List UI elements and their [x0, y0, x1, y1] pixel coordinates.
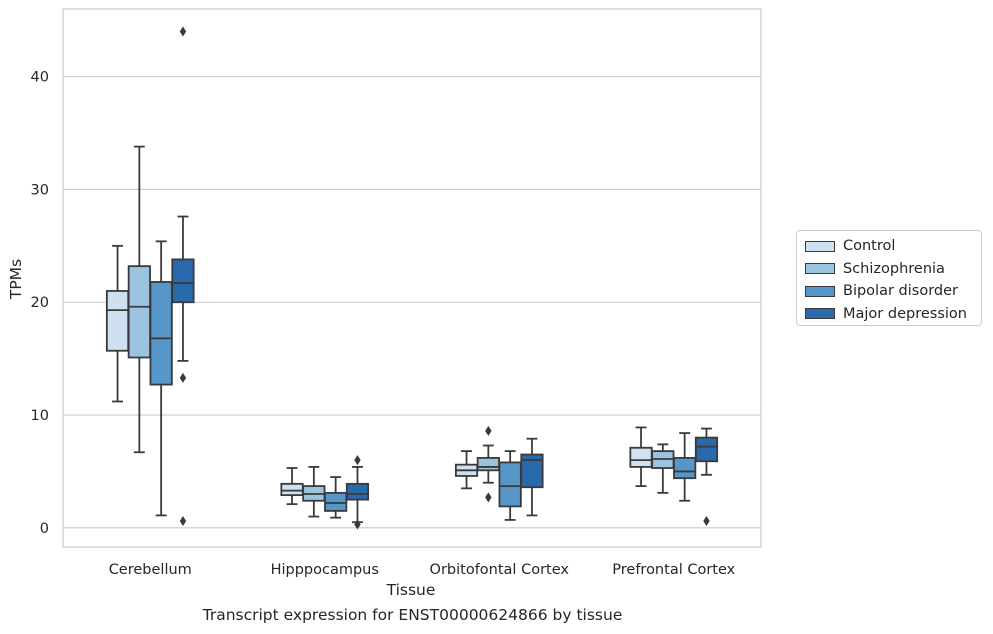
- box-major-depression: [345, 455, 370, 530]
- box-bipolar-disorder: [324, 476, 348, 519]
- box-iqr: [171, 258, 195, 304]
- y-axis-label: TPMs: [7, 259, 25, 300]
- outlier-point: [354, 455, 361, 466]
- box-schizophrenia: [476, 425, 500, 503]
- box-iqr: [105, 290, 130, 352]
- legend-item: Schizophrenia: [805, 258, 973, 281]
- box-schizophrenia: [302, 466, 326, 518]
- box-bipolar-disorder: [149, 240, 173, 517]
- x-tick-label: Hipppocampus: [271, 562, 379, 578]
- box-major-depression: [694, 427, 719, 527]
- y-tick-label: 10: [31, 408, 49, 424]
- plot-frame: [62, 8, 762, 548]
- outlier-point: [354, 519, 361, 530]
- y-tick-label: 30: [31, 182, 49, 198]
- chart-caption: Transcript expression for ENST0000062486…: [202, 606, 623, 624]
- outlier-point: [485, 492, 492, 503]
- box-major-depression: [520, 437, 544, 517]
- box-iqr: [629, 446, 653, 468]
- legend-swatch-control: [805, 240, 835, 252]
- outlier-point: [179, 26, 187, 37]
- outlier-point: [179, 372, 187, 383]
- box-iqr: [476, 456, 500, 472]
- box-iqr: [280, 482, 304, 497]
- outlier-point: [703, 516, 710, 527]
- boxes: [105, 26, 719, 530]
- legend-swatch-bipolar-disorder: [805, 285, 835, 297]
- legend-label: Major depression: [843, 305, 967, 322]
- box-iqr: [127, 265, 151, 359]
- box-bipolar-disorder: [498, 450, 522, 521]
- box-control: [454, 450, 479, 490]
- legend-item: Major depression: [805, 303, 973, 326]
- box-iqr: [520, 453, 544, 489]
- outlier-point: [485, 425, 492, 436]
- legend-swatch-major-depression: [805, 308, 835, 320]
- box-schizophrenia: [651, 443, 675, 494]
- legend-swatch-schizophrenia: [805, 263, 835, 275]
- box-iqr: [345, 482, 370, 501]
- x-tick-label: Cerebellum: [109, 562, 192, 578]
- x-tick-label: Prefrontal Cortex: [612, 562, 735, 578]
- box-control: [280, 467, 304, 506]
- legend-label: Control: [843, 238, 896, 255]
- outlier-point: [179, 516, 187, 527]
- x-axis-label: Tissue: [386, 581, 436, 599]
- box-iqr: [324, 491, 348, 512]
- box-major-depression: [171, 26, 195, 527]
- box-iqr: [498, 461, 522, 508]
- y-tick-label: 0: [40, 521, 49, 537]
- box-bipolar-disorder: [673, 432, 697, 502]
- legend: Control Schizophrenia Bipolar disorder M…: [796, 230, 982, 326]
- y-tick-label: 40: [31, 70, 49, 86]
- y-tick-label: 20: [31, 295, 49, 311]
- box-iqr: [673, 456, 697, 480]
- legend-item: Control: [805, 235, 973, 258]
- box-control: [105, 244, 130, 403]
- box-iqr: [149, 281, 173, 386]
- legend-label: Schizophrenia: [843, 260, 945, 277]
- box-schizophrenia: [127, 145, 151, 454]
- legend-label: Bipolar disorder: [843, 283, 958, 300]
- x-tick-label: Orbitofontal Cortex: [430, 562, 570, 578]
- x-tick-labels: Cerebellum Hipppocampus Orbitofontal Corte…: [109, 562, 736, 578]
- box-control: [629, 426, 653, 487]
- box-iqr: [694, 436, 719, 463]
- y-tick-labels: 0 10 20 30 40: [31, 70, 49, 537]
- legend-item: Bipolar disorder: [805, 280, 973, 303]
